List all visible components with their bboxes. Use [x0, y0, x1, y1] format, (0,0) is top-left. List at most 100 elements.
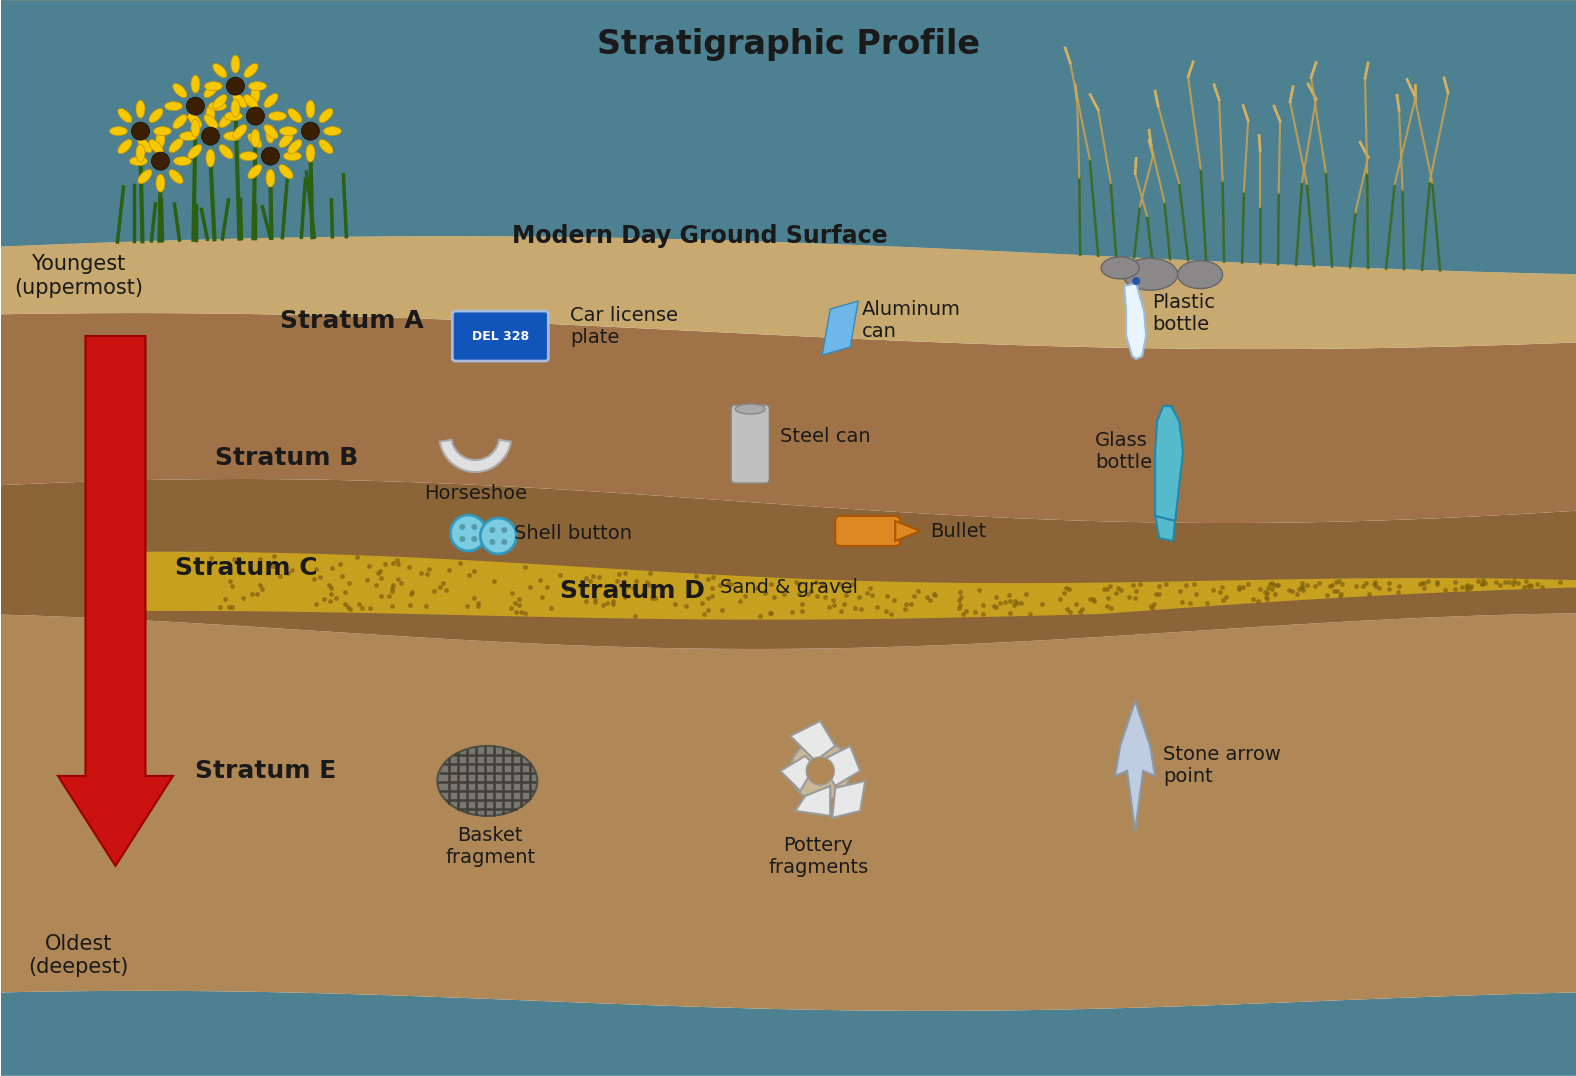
Ellipse shape: [279, 165, 293, 179]
Polygon shape: [832, 781, 865, 818]
Ellipse shape: [438, 746, 537, 816]
Ellipse shape: [266, 169, 274, 187]
Ellipse shape: [191, 75, 200, 94]
Ellipse shape: [224, 112, 243, 121]
Ellipse shape: [136, 100, 145, 118]
Ellipse shape: [244, 95, 258, 109]
Ellipse shape: [203, 114, 217, 129]
Ellipse shape: [180, 131, 197, 141]
Text: Basket
fragment: Basket fragment: [446, 826, 536, 867]
Text: Modern Day Ground Surface: Modern Day Ground Surface: [512, 224, 889, 249]
FancyArrow shape: [58, 336, 173, 866]
Polygon shape: [0, 991, 1576, 1076]
Ellipse shape: [191, 119, 200, 137]
Polygon shape: [820, 746, 860, 785]
Circle shape: [1132, 278, 1139, 285]
Polygon shape: [1124, 283, 1146, 359]
Ellipse shape: [232, 99, 240, 117]
Ellipse shape: [188, 144, 202, 159]
Polygon shape: [0, 0, 1576, 274]
Polygon shape: [796, 785, 831, 816]
Ellipse shape: [156, 174, 165, 193]
Ellipse shape: [213, 63, 227, 77]
Ellipse shape: [224, 131, 241, 141]
Circle shape: [501, 527, 507, 533]
Circle shape: [301, 123, 320, 140]
Circle shape: [202, 127, 219, 145]
Ellipse shape: [137, 170, 151, 184]
Ellipse shape: [219, 113, 233, 128]
Ellipse shape: [263, 125, 277, 139]
Circle shape: [151, 152, 170, 170]
Ellipse shape: [233, 94, 247, 108]
Circle shape: [501, 539, 507, 546]
Ellipse shape: [263, 94, 277, 108]
Text: Stratigraphic Profile: Stratigraphic Profile: [597, 28, 980, 61]
Circle shape: [471, 524, 478, 530]
Ellipse shape: [153, 127, 172, 136]
Ellipse shape: [1102, 257, 1139, 279]
Ellipse shape: [284, 152, 301, 160]
Circle shape: [186, 97, 205, 115]
Ellipse shape: [137, 139, 151, 153]
Ellipse shape: [173, 84, 188, 98]
Polygon shape: [823, 301, 859, 355]
Ellipse shape: [232, 55, 240, 73]
Text: Plastic
bottle: Plastic bottle: [1152, 293, 1215, 334]
Ellipse shape: [148, 109, 164, 123]
Text: Stratum C: Stratum C: [175, 556, 318, 580]
Ellipse shape: [736, 405, 766, 414]
Circle shape: [471, 536, 478, 542]
Polygon shape: [1155, 406, 1184, 521]
Polygon shape: [780, 756, 815, 791]
Circle shape: [807, 756, 834, 784]
Ellipse shape: [306, 100, 315, 118]
Ellipse shape: [249, 82, 266, 90]
FancyBboxPatch shape: [452, 311, 548, 362]
Ellipse shape: [1122, 258, 1177, 291]
FancyBboxPatch shape: [731, 405, 769, 483]
Polygon shape: [0, 313, 1576, 523]
Text: Sand & gravel: Sand & gravel: [720, 579, 859, 597]
Circle shape: [459, 536, 465, 542]
Ellipse shape: [213, 95, 227, 109]
Ellipse shape: [109, 127, 128, 136]
Ellipse shape: [118, 140, 132, 154]
FancyBboxPatch shape: [835, 516, 900, 546]
Polygon shape: [1155, 516, 1176, 541]
Text: Pottery
fragments: Pottery fragments: [768, 836, 868, 877]
Circle shape: [459, 524, 465, 530]
Ellipse shape: [288, 109, 303, 123]
Ellipse shape: [251, 129, 260, 147]
Text: Stratum E: Stratum E: [195, 759, 337, 783]
Ellipse shape: [169, 139, 183, 153]
Ellipse shape: [188, 113, 202, 128]
Ellipse shape: [148, 140, 164, 154]
Circle shape: [481, 518, 517, 554]
Ellipse shape: [129, 157, 148, 166]
Ellipse shape: [247, 133, 262, 147]
Text: Stratum D: Stratum D: [561, 579, 704, 603]
Ellipse shape: [266, 125, 274, 143]
Ellipse shape: [206, 150, 214, 167]
Polygon shape: [0, 236, 1576, 349]
Ellipse shape: [288, 140, 303, 154]
Text: Stone arrow
point: Stone arrow point: [1163, 746, 1281, 787]
Text: Aluminum
can: Aluminum can: [862, 299, 961, 341]
Polygon shape: [140, 552, 1576, 620]
Circle shape: [262, 147, 279, 165]
Text: Car license
plate: Car license plate: [571, 306, 678, 346]
Text: Horseshoe: Horseshoe: [424, 484, 526, 502]
Circle shape: [227, 77, 244, 95]
Text: Stratum B: Stratum B: [216, 447, 359, 470]
Ellipse shape: [318, 140, 333, 154]
Ellipse shape: [205, 82, 222, 90]
Ellipse shape: [251, 85, 260, 103]
Ellipse shape: [1177, 260, 1223, 288]
Circle shape: [489, 527, 495, 533]
Polygon shape: [0, 0, 1576, 274]
Circle shape: [246, 108, 265, 125]
Polygon shape: [440, 440, 511, 472]
Polygon shape: [895, 521, 920, 541]
Ellipse shape: [240, 152, 257, 160]
